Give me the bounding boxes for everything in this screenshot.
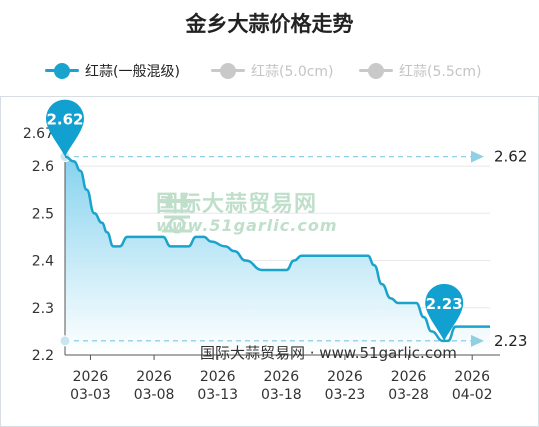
legend-line-icon: [45, 60, 79, 82]
footer-source: 国际大蒜贸易网 · www.51garlic.com: [200, 344, 457, 362]
y-tick-label: 2.3: [32, 301, 54, 317]
legend-item-series-1[interactable]: 红蒜(一般混级): [45, 60, 180, 82]
y-tick-label: 2.4: [32, 254, 54, 270]
garlic-logo-icon: [160, 195, 194, 234]
chart-title: 金乡大蒜价格走势: [185, 12, 354, 36]
legend-label-series-2: 红蒜(5.0cm): [251, 64, 334, 80]
x-tick-year: 2026: [263, 369, 299, 385]
markline-max-label: 2.62: [494, 148, 527, 166]
x-tick-year: 2026: [391, 369, 427, 385]
markline-min-start-dot: [59, 335, 71, 347]
min-pin: 2.23: [425, 283, 464, 341]
legend-item-series-3[interactable]: 红蒜(5.5cm): [359, 60, 482, 82]
x-tick-date: 03-28: [388, 387, 429, 403]
watermark: 国际大蒜贸易网 www.51garlic.com: [156, 193, 337, 235]
x-tick-year: 2026: [327, 369, 363, 385]
y-tick-label: 2.2: [32, 348, 54, 364]
y-tick-label: 2.5: [32, 206, 54, 222]
legend-label-series-3: 红蒜(5.5cm): [399, 64, 482, 80]
series-line: [64, 155, 490, 343]
x-tick-year: 2026: [454, 369, 490, 385]
min-pin-balloon: [425, 283, 464, 341]
legend-item-series-2[interactable]: 红蒜(5.0cm): [211, 60, 334, 82]
legend-line-icon: [359, 60, 393, 82]
max-pin-balloon: [46, 99, 84, 157]
x-tick-date: 04-02: [452, 387, 493, 403]
watermark-url: www.51garlic.com: [156, 216, 338, 235]
legend-line-icon: [211, 60, 245, 82]
x-tick-date: 03-13: [197, 387, 238, 403]
y-max-label: 2.67: [23, 126, 54, 142]
markline-max-arrow: [471, 150, 484, 163]
markline-min-label: 2.23: [494, 332, 527, 350]
markline-min-arrow: [471, 334, 484, 347]
legend-label-series-1: 红蒜(一般混级): [85, 64, 180, 80]
series-area: [65, 156, 490, 355]
y-tick-label: 2.6: [32, 159, 54, 175]
x-tick-date: 03-03: [70, 387, 111, 403]
x-tick-year: 2026: [136, 369, 172, 385]
legend: 红蒜(一般混级) 红蒜(5.0cm) 红蒜(5.5cm): [0, 60, 539, 82]
x-tick-date: 03-08: [134, 387, 175, 403]
max-pin: 2.62: [46, 99, 84, 157]
x-tick-year: 2026: [200, 369, 236, 385]
x-tick-date: 03-23: [325, 387, 366, 403]
x-tick-year: 2026: [73, 369, 109, 385]
x-tick-date: 03-18: [261, 387, 302, 403]
max-pin-value: 2.62: [46, 111, 83, 129]
min-pin-value: 2.23: [426, 295, 463, 313]
